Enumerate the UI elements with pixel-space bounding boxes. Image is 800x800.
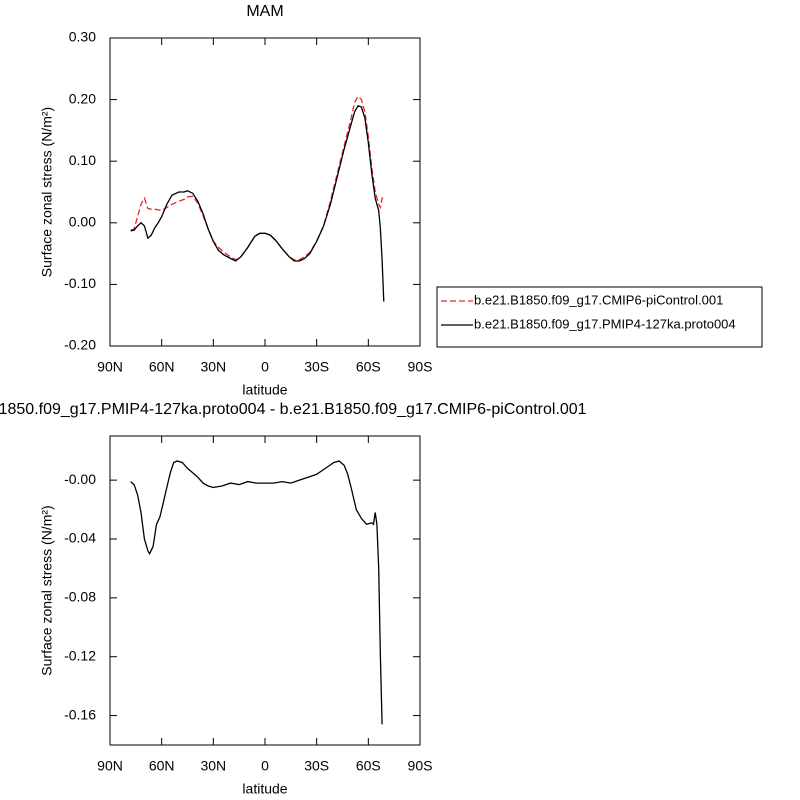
data-line <box>130 460 383 725</box>
x-tick-label: 90N <box>97 758 123 774</box>
legend-label: b.e21.B1850.f09_g17.PMIP4-127ka.proto004 <box>474 316 736 331</box>
plot-frame <box>109 435 421 746</box>
y-axis-label: Surface zonal stress (N/m²) <box>39 107 55 277</box>
y-tick-label: -0.08 <box>64 589 96 605</box>
x-tick-label: 0 <box>261 359 269 375</box>
chart-title: b.e21.B1850.f09_g17.PMIP4-127ka.proto004… <box>0 401 587 418</box>
x-tick-label: 30N <box>200 359 226 375</box>
x-axis-label: latitude <box>242 382 287 398</box>
y-tick-label: -0.20 <box>64 337 96 353</box>
y-tick-label: 0.00 <box>69 214 96 230</box>
x-tick-label: 90S <box>408 758 433 774</box>
y-tick-label: -0.04 <box>64 530 96 546</box>
x-tick-label: 60N <box>149 359 175 375</box>
plot-frame <box>109 37 421 347</box>
x-tick-label: 60S <box>356 758 381 774</box>
x-tick-label: 90S <box>408 359 433 375</box>
legend-label: b.e21.B1850.f09_g17.CMIP6-piControl.001 <box>474 292 723 307</box>
x-tick-label: 30S <box>304 359 329 375</box>
y-tick-label: -0.16 <box>64 706 96 722</box>
y-tick-label: 0.10 <box>69 152 96 168</box>
x-tick-label: 0 <box>261 758 269 774</box>
y-tick-label: 0.30 <box>69 29 96 45</box>
x-tick-label: 60N <box>149 758 175 774</box>
chart-title: MAM <box>246 3 283 20</box>
x-tick-label: 30N <box>200 758 226 774</box>
x-tick-label: 60S <box>356 359 381 375</box>
y-tick-label: -0.10 <box>64 275 96 291</box>
legend-box <box>436 286 763 348</box>
y-axis-label: Surface zonal stress (N/m²) <box>39 505 55 675</box>
x-tick-label: 90N <box>97 359 123 375</box>
x-tick-label: 30S <box>304 758 329 774</box>
y-tick-label: -0.12 <box>64 647 96 663</box>
y-tick-label: 0.20 <box>69 90 96 106</box>
x-axis-label: latitude <box>242 781 287 797</box>
data-line <box>130 105 385 302</box>
y-tick-label: -0.00 <box>64 471 96 487</box>
